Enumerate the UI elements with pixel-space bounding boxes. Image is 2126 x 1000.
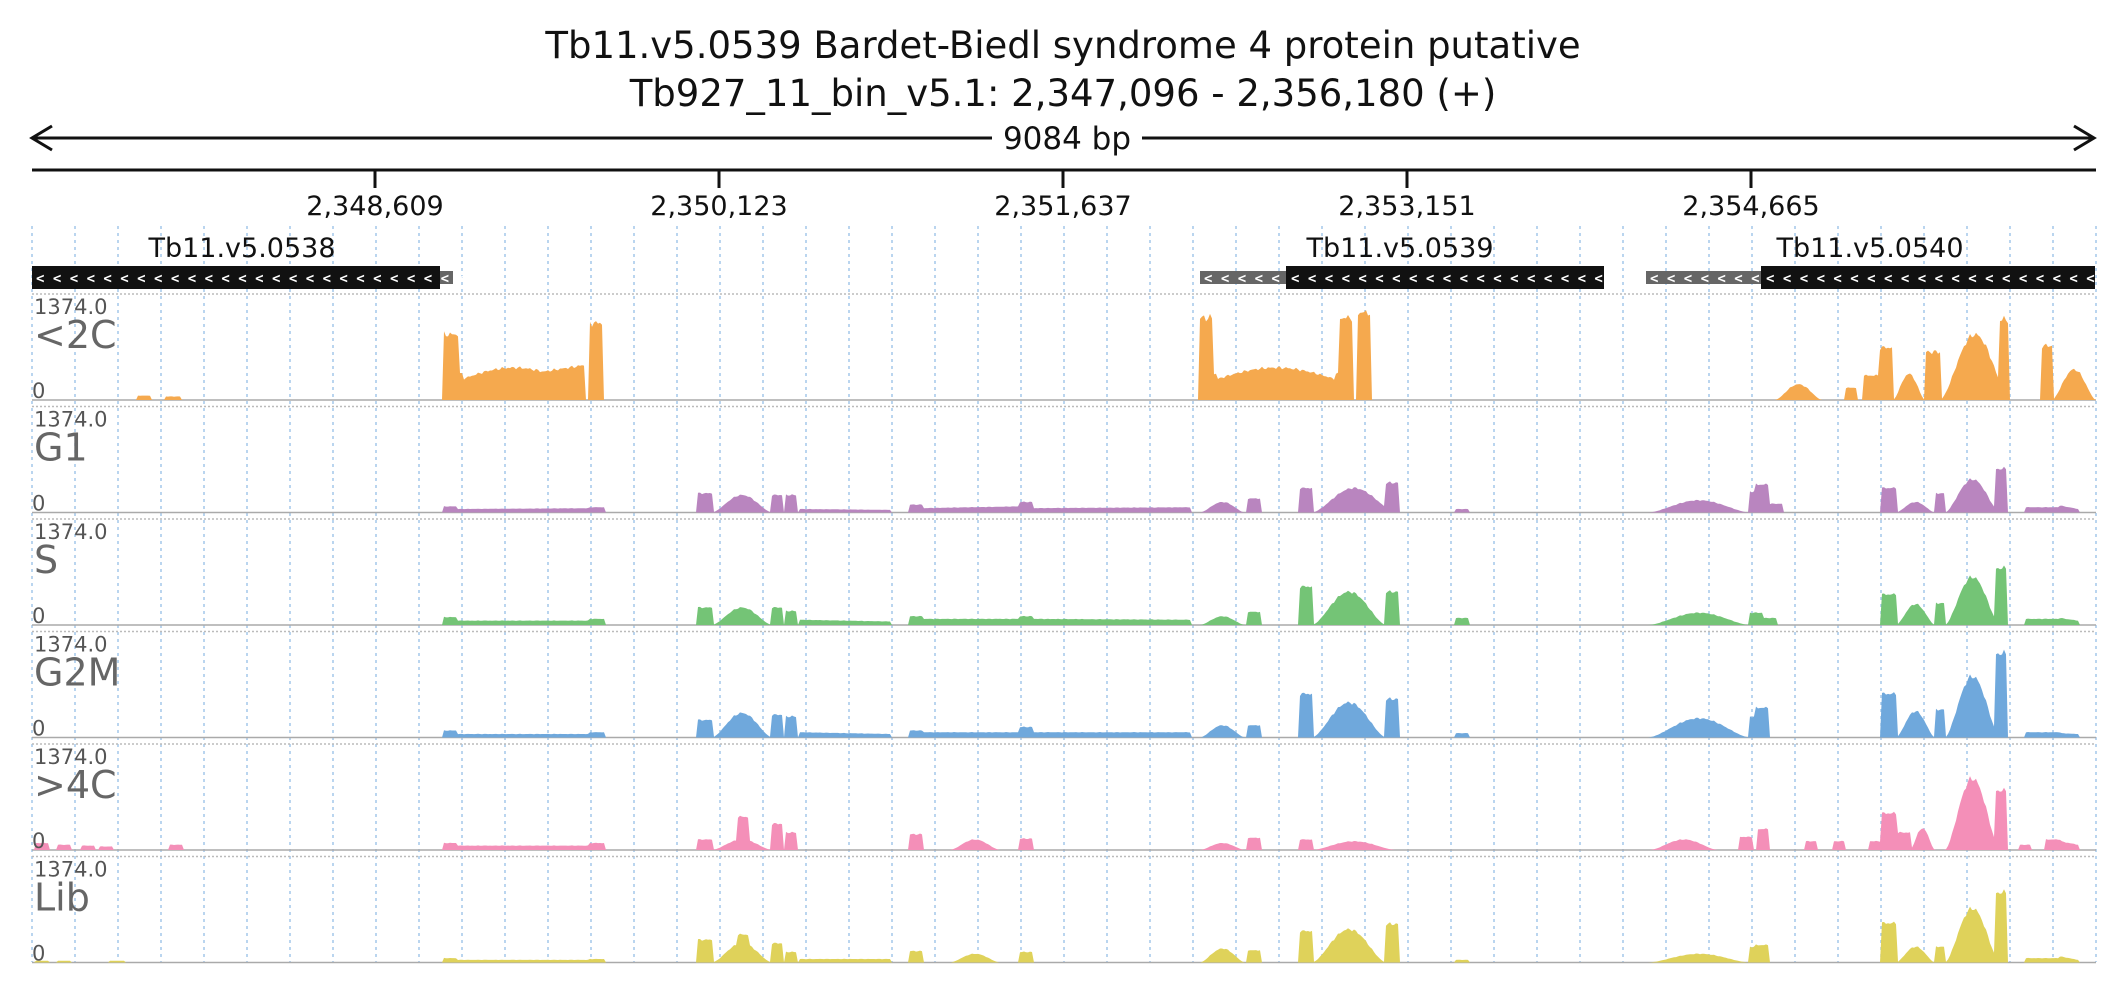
- coverage-area: [32, 565, 2096, 625]
- gene-model-Tb11.v5.0539[interactable]: < < < < < < Tb11.v5.0539 < < < < < < < <…: [1200, 233, 1637, 289]
- coverage-area: [32, 649, 2096, 738]
- arrow-left-icon: [29, 124, 53, 152]
- coverage-track: 1374.0>4C 0: [32, 743, 2096, 853]
- ruler-tick-label: 2,353,151: [1338, 191, 1475, 222]
- ruler-tick-label: 2,350,123: [650, 191, 787, 222]
- gene-model-Tb11.v5.0538[interactable]: Tb11.v5.0538 < < < < < < < < < < < < < <…: [32, 233, 483, 289]
- vertical-gridlines: [31, 226, 2097, 962]
- ruler-tick-label: 2,351,637: [994, 191, 1131, 222]
- ruler-tick: 2,351,637: [994, 170, 1132, 222]
- track-name: G1: [34, 426, 88, 470]
- ruler-tick: 2,350,123: [650, 170, 788, 222]
- gene-exon: [1761, 266, 2095, 289]
- coverage-track: 1374.0G1 0: [32, 405, 2096, 516]
- track-min-label: 0: [32, 829, 45, 853]
- track-max-label: 1374.0: [34, 745, 107, 769]
- track-name: >4C: [34, 763, 117, 807]
- coverage-area: [32, 889, 2096, 963]
- gene-title: Tb11.v5.0539 Bardet-Biedl syndrome 4 pro…: [544, 24, 1580, 67]
- coverage-area: [32, 310, 2096, 400]
- coverage-area: [32, 776, 2096, 850]
- track-max-label: 1374.0: [34, 633, 107, 657]
- coordinate-ruler: 2,348,609 2,350,123 2,351,637 2,353,151 …: [32, 168, 2096, 222]
- track-min-label: 0: [32, 379, 45, 403]
- strand-arrows-icon: < < < < < <: [1204, 271, 1297, 287]
- track-min-label: 0: [32, 942, 45, 966]
- gene-utr: [1646, 271, 1761, 284]
- gene-model-Tb11.v5.0540[interactable]: < < < < < < < < < < Tb11.v5.0540 < < < <…: [1646, 233, 2126, 289]
- ruler-tick: 2,348,609: [306, 170, 444, 222]
- strand-arrows-icon: < < < < < < < < < < < < < < < < < < < < …: [1291, 271, 1637, 287]
- span-arrow: 9084 bp: [29, 121, 2097, 157]
- track-max-label: 1374.0: [34, 408, 107, 432]
- gene-label: Tb11.v5.0538: [147, 233, 335, 264]
- ruler-tick-label: 2,354,665: [1682, 191, 1819, 222]
- gene-utr: [440, 271, 453, 284]
- coverage-track: 1374.0<2C 0: [32, 293, 2096, 403]
- strand-arrows-icon: < < < < < < < < < < < < < < < < < < < < …: [36, 271, 483, 287]
- gene-exon: [1286, 266, 1604, 289]
- track-name: Lib: [34, 876, 90, 920]
- track-name: <2C: [34, 313, 117, 357]
- ruler-tick: 2,353,151: [1338, 170, 1476, 222]
- gene-annotation-track: Tb11.v5.0538 < < < < < < < < < < < < < <…: [32, 233, 2126, 289]
- gene-utr: [1200, 271, 1286, 284]
- track-min-label: 0: [32, 717, 45, 741]
- track-min-label: 0: [32, 492, 45, 516]
- coverage-track: 1374.0S 0: [32, 518, 2096, 628]
- track-min-label: 0: [32, 604, 45, 628]
- coverage-area: [32, 466, 2096, 513]
- strand-arrows-icon: < < < < < < < < < < < < < < < < < < < < …: [1766, 271, 2126, 287]
- track-name: S: [34, 538, 58, 582]
- gene-label: Tb11.v5.0540: [1775, 233, 1963, 264]
- ruler-tick: 2,354,665: [1682, 170, 1820, 222]
- locus-coordinates: Tb927_11_bin_v5.1: 2,347,096 - 2,356,180…: [629, 72, 1497, 115]
- gene-exon: [32, 266, 440, 289]
- coverage-tracks: 1374.0<2C01374.0G101374.0S01374.0G2M0137…: [32, 293, 2096, 966]
- ruler-tick-label: 2,348,609: [306, 191, 443, 222]
- track-max-label: 1374.0: [34, 520, 107, 544]
- track-max-label: 1374.0: [34, 295, 107, 319]
- track-max-label: 1374.0: [34, 858, 107, 882]
- arrow-right-icon: [2073, 124, 2097, 152]
- gene-label: Tb11.v5.0539: [1305, 233, 1493, 264]
- track-name: G2M: [34, 651, 120, 695]
- span-length-label: 9084 bp: [1003, 121, 1131, 157]
